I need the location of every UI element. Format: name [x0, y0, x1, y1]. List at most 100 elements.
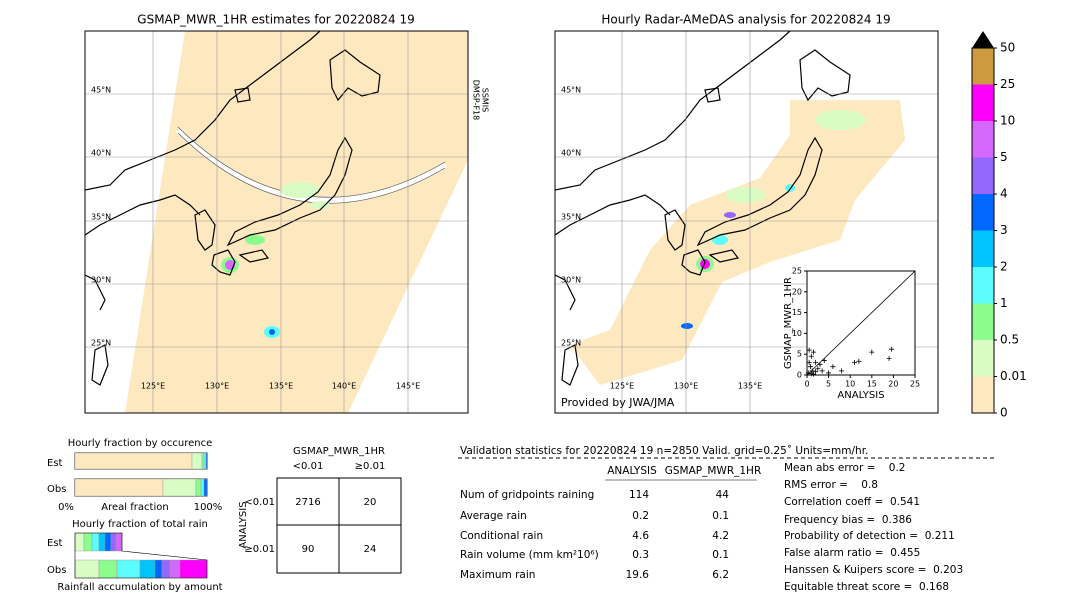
- map-content: [555, 31, 938, 413]
- x-tick-label: 20: [888, 380, 898, 389]
- colorbar-band: [972, 48, 994, 85]
- col-header: <0.01: [293, 461, 324, 472]
- col-header: ANALYSIS: [607, 465, 657, 477]
- colorbar-extend: [972, 31, 994, 48]
- colorbar-label: 1: [1000, 296, 1008, 310]
- fraction-segment: [191, 452, 203, 470]
- lat-label: 35°N: [91, 213, 111, 222]
- fraction-segment: [205, 452, 208, 470]
- colorbar-label: 3: [1000, 223, 1008, 237]
- y-tick-label: 10: [792, 329, 802, 338]
- fraction-title: Hourly fraction by occurence: [68, 438, 212, 449]
- fraction-outline: [74, 532, 208, 579]
- axis-label: 0%: [58, 502, 74, 513]
- scatter-point: [809, 368, 815, 374]
- colorbar-label: 0.01: [1000, 369, 1027, 383]
- stats-value: 0.3: [632, 549, 649, 561]
- lat-label: 30°N: [561, 276, 581, 285]
- map-frame: [554, 30, 939, 414]
- colorbar-label: 10: [1000, 114, 1015, 128]
- scatter-point: [886, 355, 892, 361]
- row-axis-label: ANALYSIS: [238, 501, 249, 548]
- rain-area: [269, 329, 275, 335]
- rain-area: [310, 201, 330, 209]
- fraction-segment: [104, 532, 112, 552]
- sensor-label: DMSP-F18: [472, 80, 481, 120]
- scatter-point: [813, 360, 819, 366]
- table-cell: 24: [364, 544, 377, 555]
- axis-label: Areal fraction: [101, 502, 168, 513]
- colorbar-band: [972, 121, 994, 158]
- scatter-point: [817, 362, 823, 368]
- x-axis-label: ANALYSIS: [837, 390, 884, 401]
- fraction-title: Hourly fraction of total rain: [72, 519, 208, 530]
- stats-label: Rain volume (mm km²10⁶): [460, 549, 599, 561]
- row-label: Obs: [47, 565, 66, 576]
- lon-label: 135°E: [269, 382, 293, 391]
- col-header: ≥0.01: [355, 461, 386, 472]
- fraction-segment: [200, 478, 205, 497]
- fraction-segment: [179, 559, 208, 579]
- y-tick-label: 25: [792, 267, 802, 276]
- rain-area: [681, 323, 693, 329]
- scatter-point: [806, 360, 812, 366]
- credit: Provided by JWA/JMA: [561, 396, 675, 409]
- rain-area: [725, 187, 765, 203]
- scatter-point: [826, 370, 832, 376]
- colorbar-band: [972, 267, 994, 304]
- colorbar-label: 2: [1000, 260, 1008, 274]
- axis-label: 100%: [194, 502, 223, 513]
- fraction-segment: [115, 532, 123, 552]
- table-title: GSMAP_MWR_1HR: [293, 446, 385, 457]
- colorbar-label: 25: [1000, 77, 1015, 91]
- map-title: GSMAP_MWR_1HR estimates for 20220824 19: [137, 13, 414, 27]
- scatter-point: [852, 360, 858, 366]
- fraction-segment: [162, 478, 197, 497]
- y-tick-label: 5: [797, 350, 802, 359]
- rain-area: [280, 182, 320, 198]
- stats-value: 4.2: [712, 530, 729, 542]
- score: Equitable threat score = 0.168: [784, 581, 949, 593]
- colorbar-band: [972, 157, 994, 194]
- x-tick-label: 0: [804, 380, 809, 389]
- stats-value: 4.6: [632, 530, 649, 542]
- scatter-point: [821, 357, 827, 363]
- lat-label: 45°N: [561, 86, 581, 95]
- x-tick-label: 25: [910, 380, 920, 389]
- score: Probability of detection = 0.211: [784, 530, 955, 542]
- lon-label: 145°E: [396, 382, 420, 391]
- lat-label: 25°N: [91, 339, 111, 348]
- rain-area: [700, 259, 710, 269]
- score: RMS error = 0.8: [784, 479, 878, 491]
- stats-label: Num of gridpoints raining: [460, 489, 594, 501]
- row-label: Est: [47, 538, 63, 549]
- y-tick-label: 20: [792, 287, 802, 296]
- lon-label: 140°E: [332, 382, 356, 391]
- fraction-segment: [203, 452, 207, 470]
- map-content: [85, 31, 468, 413]
- fraction-segment: [98, 559, 118, 579]
- lon-label: 135°E: [738, 382, 762, 391]
- lat-label: 40°N: [561, 149, 581, 158]
- row-label: Est: [47, 458, 63, 469]
- rain-area: [712, 235, 728, 245]
- fraction-segment: [195, 478, 202, 497]
- rain-area: [815, 110, 865, 130]
- fraction-segment: [161, 559, 171, 579]
- fraction-segment: [74, 478, 164, 497]
- x-tick-label: 15: [867, 380, 877, 389]
- scatter-point: [819, 368, 825, 374]
- fraction-segment: [74, 559, 100, 579]
- fraction-segment: [74, 532, 85, 552]
- colorbar-label: 0: [1000, 406, 1008, 420]
- score: False alarm ratio = 0.455: [784, 547, 920, 559]
- score: Frequency bias = 0.386: [784, 514, 912, 526]
- map-frame: [84, 30, 469, 414]
- x-tick-label: 5: [826, 380, 831, 389]
- stats-value: 0.1: [712, 510, 729, 522]
- scatter-point: [869, 349, 875, 355]
- stats-value: 44: [716, 489, 730, 501]
- fraction-segment: [169, 559, 181, 579]
- fraction-segment: [154, 559, 163, 579]
